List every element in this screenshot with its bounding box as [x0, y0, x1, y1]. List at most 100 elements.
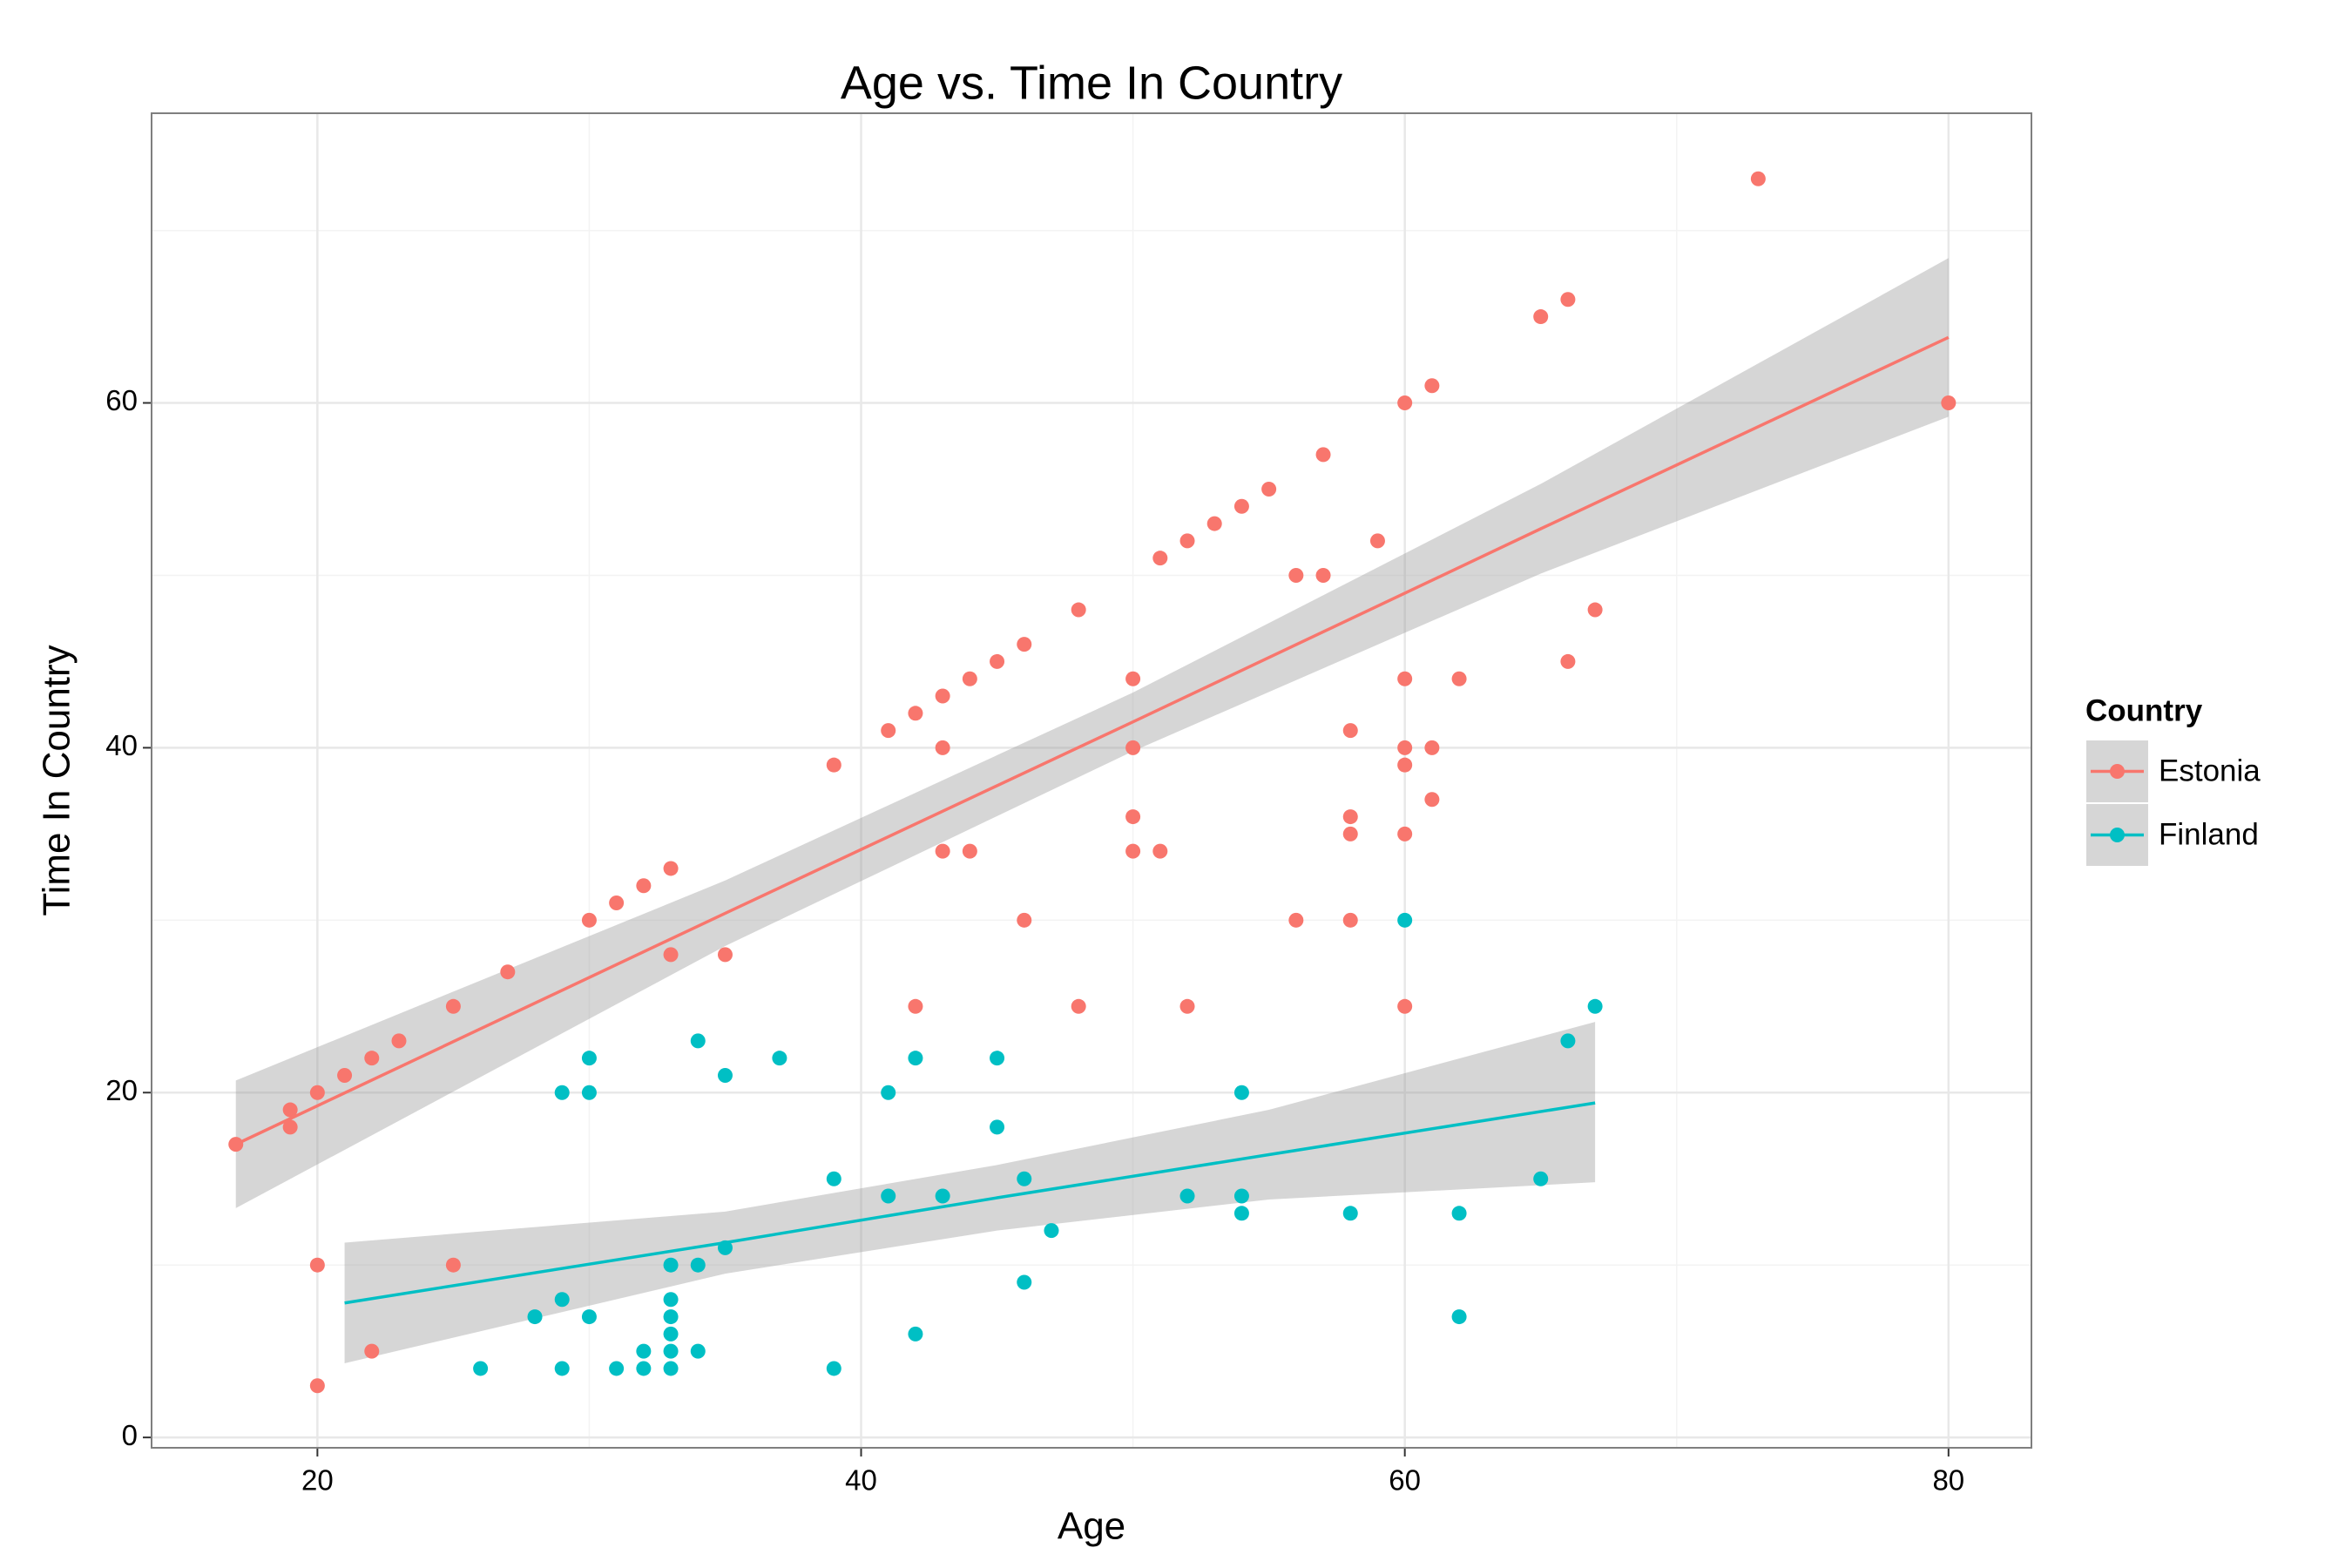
- point: [554, 1292, 570, 1308]
- x-tick-label: 60: [1389, 1464, 1421, 1497]
- x-tick-label: 40: [845, 1464, 877, 1497]
- point: [309, 1378, 325, 1394]
- x-tick-label: 80: [1932, 1464, 1964, 1497]
- confidence-band: [344, 1022, 1596, 1364]
- point: [1125, 809, 1141, 825]
- point: [1017, 912, 1032, 928]
- point: [690, 1033, 706, 1049]
- point: [1397, 912, 1413, 928]
- point: [908, 998, 923, 1014]
- point: [1397, 671, 1413, 686]
- point: [1288, 912, 1304, 928]
- plot-border: [151, 112, 2032, 1449]
- point: [228, 1137, 244, 1152]
- point: [1342, 809, 1358, 825]
- point: [1152, 551, 1168, 566]
- legend-marker: [2110, 828, 2125, 842]
- point: [1179, 533, 1195, 549]
- point: [1451, 1206, 1467, 1221]
- point: [1750, 171, 1766, 186]
- point: [1560, 1033, 1576, 1049]
- point: [1533, 1171, 1549, 1186]
- point: [908, 706, 923, 721]
- point: [445, 1257, 461, 1273]
- point: [1342, 723, 1358, 739]
- point: [881, 723, 896, 739]
- point: [1424, 378, 1440, 394]
- point: [717, 1067, 733, 1083]
- point: [1397, 757, 1413, 773]
- point: [663, 1361, 679, 1376]
- point: [881, 1188, 896, 1204]
- point: [663, 1343, 679, 1359]
- point: [636, 878, 652, 894]
- x-tick-label: 20: [301, 1464, 334, 1497]
- x-axis-title: Age: [1058, 1505, 1125, 1548]
- point: [609, 896, 625, 911]
- point: [282, 1119, 298, 1135]
- point: [1017, 1274, 1032, 1290]
- point: [1424, 792, 1440, 808]
- point: [1233, 498, 1249, 514]
- point: [364, 1343, 380, 1359]
- point: [1560, 292, 1576, 308]
- point: [636, 1361, 652, 1376]
- point: [554, 1361, 570, 1376]
- point: [1342, 1206, 1358, 1221]
- point: [1071, 602, 1086, 618]
- point: [581, 1085, 597, 1100]
- point: [527, 1309, 543, 1325]
- point: [1206, 516, 1222, 531]
- point: [1261, 481, 1277, 497]
- point: [1397, 826, 1413, 841]
- point: [1125, 740, 1141, 755]
- point: [1233, 1206, 1249, 1221]
- point: [554, 1085, 570, 1100]
- fit-line: [344, 1101, 1596, 1305]
- point: [1587, 998, 1603, 1014]
- point: [1369, 533, 1385, 549]
- y-axis-title: Time In Country: [36, 645, 78, 916]
- point: [1125, 671, 1141, 686]
- point: [1315, 567, 1331, 583]
- point: [935, 688, 950, 704]
- point: [1587, 602, 1603, 618]
- legend-label: Estonia: [2159, 754, 2261, 787]
- point: [1397, 395, 1413, 411]
- legend-marker: [2110, 764, 2125, 779]
- point: [826, 1361, 841, 1376]
- point: [1397, 740, 1413, 755]
- point: [990, 653, 1005, 669]
- fit-line: [234, 335, 1950, 1146]
- point: [663, 1292, 679, 1308]
- point: [826, 1171, 841, 1186]
- legend-label: Finland: [2159, 817, 2259, 851]
- point: [1071, 998, 1086, 1014]
- point: [772, 1051, 787, 1066]
- plot-panel: [152, 113, 2031, 1448]
- y-tick-label: 40: [105, 729, 138, 761]
- chart-title: Age vs. Time In Country: [841, 57, 1342, 109]
- point: [962, 843, 977, 859]
- point: [717, 1240, 733, 1255]
- point: [908, 1326, 923, 1342]
- point: [1179, 998, 1195, 1014]
- point: [609, 1361, 625, 1376]
- point: [1451, 671, 1467, 686]
- point: [1179, 1188, 1195, 1204]
- point: [935, 843, 950, 859]
- point: [636, 1343, 652, 1359]
- point: [962, 671, 977, 686]
- y-tick-label: 60: [105, 384, 138, 416]
- point: [445, 998, 461, 1014]
- point: [581, 912, 597, 928]
- point: [663, 861, 679, 876]
- point: [1288, 567, 1304, 583]
- point: [663, 1326, 679, 1342]
- point: [1152, 843, 1168, 859]
- point: [337, 1067, 353, 1083]
- point: [1342, 826, 1358, 841]
- point: [581, 1309, 597, 1325]
- confidence-band: [235, 258, 1949, 1208]
